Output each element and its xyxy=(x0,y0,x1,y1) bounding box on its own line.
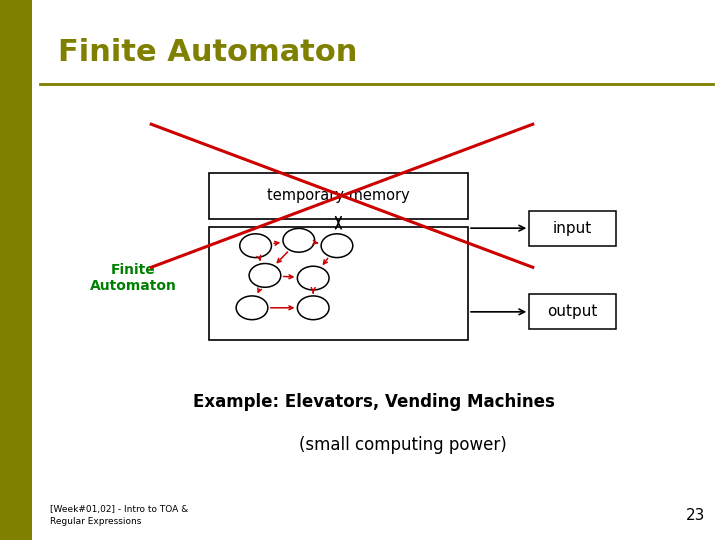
FancyBboxPatch shape xyxy=(209,173,468,219)
Circle shape xyxy=(283,228,315,252)
Text: temporary memory: temporary memory xyxy=(267,188,410,203)
FancyBboxPatch shape xyxy=(529,294,616,329)
FancyBboxPatch shape xyxy=(529,211,616,246)
Circle shape xyxy=(297,296,329,320)
Text: (small computing power): (small computing power) xyxy=(300,436,507,455)
Text: input: input xyxy=(553,221,592,235)
FancyBboxPatch shape xyxy=(0,0,32,540)
Text: output: output xyxy=(547,305,598,319)
Circle shape xyxy=(321,234,353,258)
Text: [Week#01,02] - Intro to TOA &
Regular Expressions: [Week#01,02] - Intro to TOA & Regular Ex… xyxy=(50,505,189,526)
Text: 23: 23 xyxy=(686,508,706,523)
Text: Example: Elevators, Vending Machines: Example: Elevators, Vending Machines xyxy=(194,393,555,411)
Text: Finite
Automaton: Finite Automaton xyxy=(90,263,176,293)
Circle shape xyxy=(249,264,281,287)
Circle shape xyxy=(297,266,329,290)
Text: Finite Automaton: Finite Automaton xyxy=(58,38,357,67)
Circle shape xyxy=(240,234,271,258)
FancyBboxPatch shape xyxy=(209,227,468,340)
Circle shape xyxy=(236,296,268,320)
